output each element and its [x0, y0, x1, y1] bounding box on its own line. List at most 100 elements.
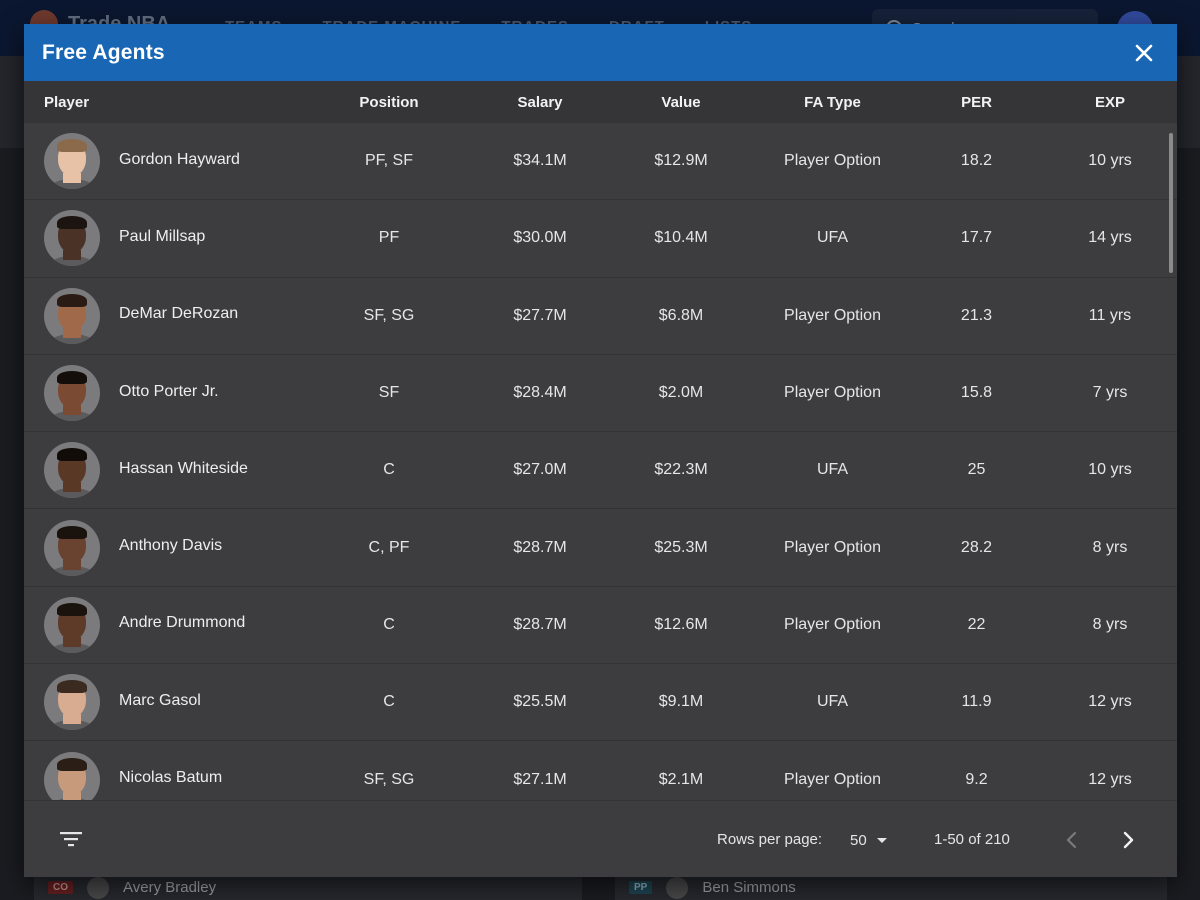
player-name: Anthony Davis — [119, 537, 223, 555]
table-row[interactable]: DeMar DeRozan SF, SG $27.7M $6.8M Player… — [24, 278, 1177, 355]
cell-per: 15.8 — [960, 384, 993, 402]
player-avatar — [44, 210, 100, 267]
cell-position: C — [383, 693, 395, 711]
table-row[interactable]: Otto Porter Jr. SF $28.4M $2.0M Player O… — [24, 355, 1177, 433]
cell-exp: 11 yrs — [1088, 306, 1132, 324]
next-page-button[interactable] — [1118, 827, 1138, 853]
cell-player: Anthony Davis — [24, 519, 284, 576]
player-name: Paul Millsap — [119, 227, 206, 245]
cell-salary: $25.5M — [513, 693, 567, 711]
rows-per-page-select[interactable]: 50 — [850, 827, 887, 853]
column-header-position[interactable]: Position — [359, 93, 419, 111]
avatar-hair — [57, 293, 87, 307]
free-agents-table: Player Position Salary Value FA Type PER… — [24, 81, 1177, 800]
cell-value: $10.4M — [654, 229, 708, 247]
cell-position: SF, SG — [363, 306, 415, 324]
table-row[interactable]: Marc Gasol C $25.5M $9.1M UFA 11.9 12 yr… — [24, 664, 1177, 742]
cell-per: 21.3 — [960, 306, 993, 324]
cell-per: 9.2 — [965, 770, 988, 788]
cell-salary: $28.7M — [513, 538, 567, 556]
column-header-value[interactable]: Value — [661, 93, 701, 111]
cell-salary: $28.7M — [513, 615, 567, 633]
cell-value: $6.8M — [658, 306, 704, 324]
cell-position: C — [383, 615, 395, 633]
cell-per: 25 — [967, 461, 986, 479]
cell-exp: 10 yrs — [1088, 152, 1132, 170]
avatar-hair — [57, 602, 87, 616]
cell-salary: $27.1M — [513, 770, 567, 788]
cell-position: PF — [378, 229, 400, 247]
avatar-neck — [63, 714, 81, 725]
table-row[interactable]: Paul Millsap PF $30.0M $10.4M UFA 17.7 1… — [24, 200, 1177, 278]
cell-value: $9.1M — [658, 693, 704, 711]
cell-salary: $27.0M — [513, 461, 567, 479]
column-header-player[interactable]: Player — [44, 93, 90, 111]
filter-button[interactable] — [59, 829, 83, 849]
cell-position: C — [383, 461, 395, 479]
player-avatar — [44, 519, 100, 576]
cell-per: 22 — [967, 615, 986, 633]
roster-panel-left: CO Avery Bradley — [34, 875, 582, 900]
roster-player-name[interactable]: Ben Simmons — [702, 879, 796, 896]
scrollbar-thumb[interactable] — [1169, 133, 1173, 273]
avatar-neck — [63, 559, 81, 570]
player-name: Gordon Hayward — [119, 150, 240, 168]
player-avatar — [44, 287, 100, 344]
avatar — [666, 876, 689, 899]
cell-value: $12.9M — [654, 152, 708, 170]
cell-per: 11.9 — [961, 693, 992, 711]
cell-player: DeMar DeRozan — [24, 287, 284, 344]
avatar-neck — [63, 250, 81, 261]
cell-exp: 8 yrs — [1092, 538, 1128, 556]
avatar-neck — [63, 173, 81, 184]
cell-per: 17.7 — [960, 229, 993, 247]
cell-exp: 10 yrs — [1088, 461, 1132, 479]
cell-value: $12.6M — [654, 615, 708, 633]
cell-position: SF, SG — [363, 770, 415, 788]
player-name: Marc Gasol — [119, 691, 201, 709]
close-button[interactable] — [1129, 38, 1159, 68]
table-row[interactable]: Andre Drummond C $28.7M $12.6M Player Op… — [24, 587, 1177, 665]
column-header-exp[interactable]: EXP — [1094, 93, 1125, 111]
cell-player: Gordon Hayward — [24, 133, 284, 190]
player-name: DeMar DeRozan — [119, 305, 239, 323]
avatar-neck — [63, 327, 81, 338]
pagination-range: 1-50 of 210 — [934, 831, 1010, 848]
cell-fa-type: Player Option — [784, 615, 881, 633]
cell-salary: $34.1M — [513, 152, 567, 170]
cell-player: Paul Millsap — [24, 210, 284, 267]
chevron-right-icon — [1123, 831, 1134, 849]
cell-exp: 12 yrs — [1088, 770, 1132, 788]
column-header-salary[interactable]: Salary — [517, 93, 563, 111]
player-avatar — [44, 133, 100, 190]
player-name: Hassan Whiteside — [119, 459, 248, 477]
avatar-hair — [57, 680, 87, 694]
cell-salary: $27.7M — [513, 306, 567, 324]
rows-per-page-value: 50 — [850, 831, 867, 849]
avatar-neck — [63, 405, 81, 416]
table-row[interactable]: Gordon Hayward PF, SF $34.1M $12.9M Play… — [24, 123, 1177, 201]
rows-per-page-label: Rows per page: — [717, 831, 823, 848]
cell-fa-type: Player Option — [784, 384, 881, 402]
dialog-header: Free Agents — [24, 24, 1177, 81]
table-row[interactable]: Anthony Davis C, PF $28.7M $25.3M Player… — [24, 509, 1177, 587]
previous-page-button[interactable] — [1062, 827, 1082, 853]
cell-value: $2.0M — [658, 384, 704, 402]
cell-position: PF, SF — [364, 152, 413, 170]
player-name: Otto Porter Jr. — [119, 382, 219, 400]
cell-position: SF — [378, 384, 400, 402]
table-row[interactable]: Nicolas Batum SF, SG $27.1M $2.1M Player… — [24, 741, 1177, 800]
cell-fa-type: Player Option — [784, 538, 881, 556]
column-header-fa-type[interactable]: FA Type — [804, 93, 861, 111]
chevron-down-icon — [876, 837, 887, 843]
avatar-hair — [57, 216, 87, 230]
avatar-hair — [57, 139, 87, 153]
column-header-per[interactable]: PER — [961, 93, 992, 111]
table-row[interactable]: Hassan Whiteside C $27.0M $22.3M UFA 25 … — [24, 432, 1177, 510]
player-avatar — [44, 442, 100, 499]
avatar-hair — [57, 448, 87, 462]
cell-exp: 12 yrs — [1088, 693, 1132, 711]
player-avatar — [44, 751, 100, 800]
roster-player-name[interactable]: Avery Bradley — [123, 879, 217, 896]
cell-fa-type: UFA — [816, 461, 849, 479]
